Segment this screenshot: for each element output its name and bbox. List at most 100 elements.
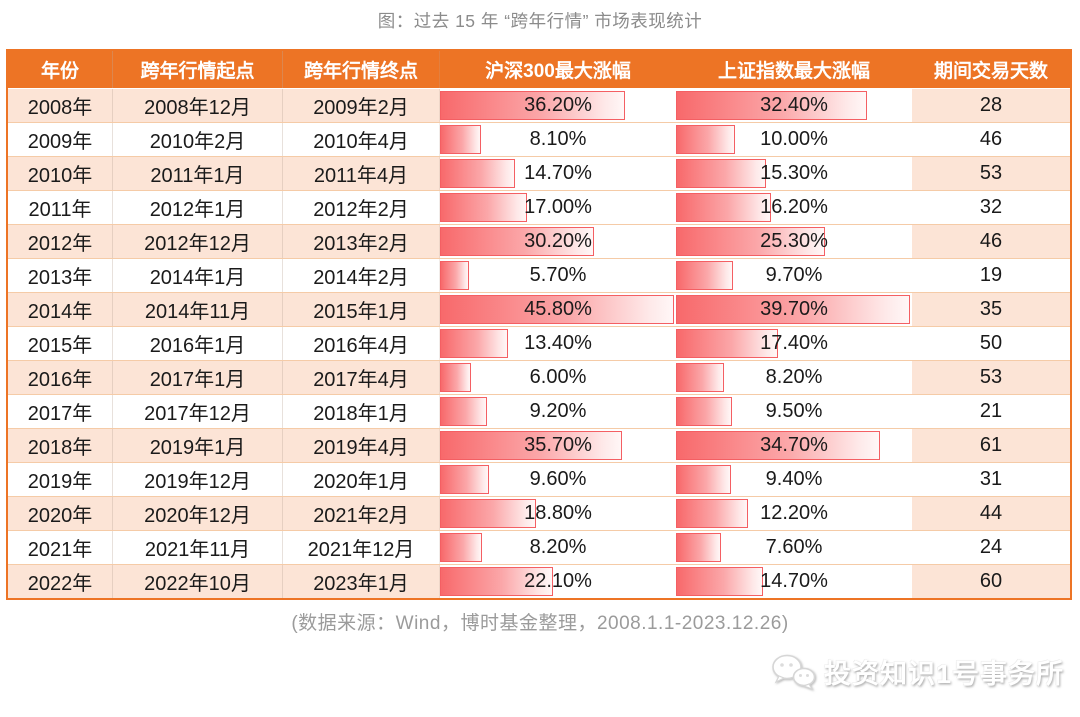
end-cell: 2009年2月 (283, 89, 440, 122)
csi300-value: 13.40% (524, 332, 592, 354)
sse-value: 34.70% (760, 434, 828, 456)
start-cell: 2010年2月 (113, 123, 283, 156)
sse-cell: 14.70% (676, 565, 912, 598)
table-header-row: 年份 跨年行情起点 跨年行情终点 沪深300最大涨幅 上证指数最大涨幅 期间交易… (8, 51, 1070, 89)
year-cell: 2015年 (8, 327, 113, 360)
end-cell: 2013年2月 (283, 225, 440, 258)
table-row: 2008年 2008年12月 2009年2月 36.20% 32.40% 28 (8, 89, 1070, 122)
sse-data-bar (676, 397, 732, 426)
sse-value: 17.40% (760, 332, 828, 354)
end-cell: 2021年2月 (283, 497, 440, 530)
csi300-data-bar (440, 363, 471, 392)
year-cell: 2019年 (8, 463, 113, 496)
start-cell: 2012年1月 (113, 191, 283, 224)
csi300-cell: 22.10% (440, 565, 676, 598)
sse-cell: 34.70% (676, 429, 912, 462)
year-cell: 2009年 (8, 123, 113, 156)
sse-data-bar (676, 499, 748, 528)
sse-cell: 39.70% (676, 293, 912, 326)
year-cell: 2012年 (8, 225, 113, 258)
table-body: 2008年 2008年12月 2009年2月 36.20% 32.40% 28 … (8, 89, 1070, 598)
table-row: 2019年 2019年12月 2020年1月 9.60% 9.40% 31 (8, 462, 1070, 496)
table-row: 2011年 2012年1月 2012年2月 17.00% 16.20% 32 (8, 190, 1070, 224)
csi300-cell: 30.20% (440, 225, 676, 258)
sse-value: 8.20% (765, 366, 823, 388)
end-cell: 2023年1月 (283, 565, 440, 598)
days-cell: 53 (912, 157, 1070, 190)
start-cell: 2012年12月 (113, 225, 283, 258)
csi300-cell: 36.20% (440, 89, 676, 122)
start-cell: 2016年1月 (113, 327, 283, 360)
csi300-data-bar (440, 533, 482, 562)
table-row: 2015年 2016年1月 2016年4月 13.40% 17.40% 50 (8, 326, 1070, 360)
sse-data-bar (676, 125, 735, 154)
table-row: 2013年 2014年1月 2014年2月 5.70% 9.70% 19 (8, 258, 1070, 292)
csi300-value: 17.00% (524, 196, 592, 218)
csi300-data-bar (440, 261, 470, 290)
year-cell: 2014年 (8, 293, 113, 326)
sse-cell: 9.40% (676, 463, 912, 496)
year-cell: 2013年 (8, 259, 113, 292)
csi300-value: 18.80% (524, 502, 592, 524)
table-row: 2018年 2019年1月 2019年4月 35.70% 34.70% 61 (8, 428, 1070, 462)
csi300-data-bar (440, 227, 595, 256)
csi300-data-bar (440, 567, 553, 596)
year-cell: 2020年 (8, 497, 113, 530)
csi300-value: 14.70% (524, 162, 592, 184)
sse-data-bar (676, 193, 772, 222)
csi300-cell: 9.20% (440, 395, 676, 428)
sse-data-bar (676, 329, 779, 358)
csi300-cell: 8.20% (440, 531, 676, 564)
start-cell: 2017年1月 (113, 361, 283, 394)
table-row: 2020年 2020年12月 2021年2月 18.80% 12.20% 44 (8, 496, 1070, 530)
sse-cell: 8.20% (676, 361, 912, 394)
end-cell: 2016年4月 (283, 327, 440, 360)
col-header-sse: 上证指数最大涨幅 (717, 61, 870, 82)
table-row: 2022年 2022年10月 2023年1月 22.10% 14.70% 60 (8, 564, 1070, 598)
csi300-cell: 35.70% (440, 429, 676, 462)
start-cell: 2014年1月 (113, 259, 283, 292)
sse-value: 14.70% (760, 570, 828, 592)
table-row: 2021年 2021年11月 2021年12月 8.20% 7.60% 24 (8, 530, 1070, 564)
table-row: 2017年 2017年12月 2018年1月 9.20% 9.50% 21 (8, 394, 1070, 428)
sse-data-bar (676, 431, 881, 460)
sse-value: 15.30% (760, 162, 828, 184)
csi300-data-bar (440, 329, 509, 358)
sse-data-bar (676, 533, 721, 562)
sse-cell: 9.50% (676, 395, 912, 428)
end-cell: 2011年4月 (283, 157, 440, 190)
csi300-data-bar (440, 499, 536, 528)
csi300-value: 9.20% (529, 400, 587, 422)
sse-cell: 16.20% (676, 191, 912, 224)
csi300-value: 5.70% (529, 264, 587, 286)
days-cell: 19 (912, 259, 1070, 292)
start-cell: 2014年11月 (113, 293, 283, 326)
year-cell: 2010年 (8, 157, 113, 190)
csi300-value: 36.20% (524, 94, 592, 116)
table-row: 2012年 2012年12月 2013年2月 30.20% 25.30% 46 (8, 224, 1070, 258)
year-cell: 2022年 (8, 565, 113, 598)
sse-value: 9.50% (765, 400, 823, 422)
table-row: 2014年 2014年11月 2015年1月 45.80% 39.70% 35 (8, 292, 1070, 326)
days-cell: 21 (912, 395, 1070, 428)
csi300-value: 9.60% (529, 468, 587, 490)
end-cell: 2012年2月 (283, 191, 440, 224)
csi300-cell: 17.00% (440, 191, 676, 224)
sse-data-bar (676, 227, 825, 256)
sse-data-bar (676, 465, 732, 494)
start-cell: 2020年12月 (113, 497, 283, 530)
publisher-watermark: 投资知识1号事务所 (770, 652, 1064, 691)
csi300-value: 6.00% (529, 366, 587, 388)
start-cell: 2019年1月 (113, 429, 283, 462)
sse-cell: 12.20% (676, 497, 912, 530)
csi300-data-bar (440, 91, 625, 120)
csi300-data-bar (440, 431, 623, 460)
sse-value: 9.70% (765, 264, 823, 286)
days-cell: 32 (912, 191, 1070, 224)
csi300-value: 35.70% (524, 434, 592, 456)
csi300-data-bar (440, 397, 487, 426)
csi300-value: 8.20% (529, 536, 587, 558)
wechat-chat-bubbles-icon (772, 654, 816, 690)
year-cell: 2018年 (8, 429, 113, 462)
sse-value: 25.30% (760, 230, 828, 252)
